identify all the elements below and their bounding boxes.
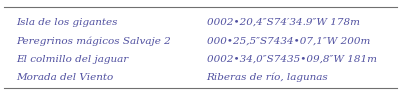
Text: 0002•34,0″S7435•09,8″W 181m: 0002•34,0″S7435•09,8″W 181m <box>207 55 377 64</box>
Text: 0002•20,4″S74′34.9″W 178m: 0002•20,4″S74′34.9″W 178m <box>207 18 360 27</box>
Text: El colmillo del jaguar: El colmillo del jaguar <box>16 55 128 64</box>
Text: Riberas de río, lagunas: Riberas de río, lagunas <box>207 72 328 82</box>
Text: 000•25,5″S7434•07,1″W 200m: 000•25,5″S7434•07,1″W 200m <box>207 37 370 46</box>
Text: Peregrinos mágicos Salvaje 2: Peregrinos mágicos Salvaje 2 <box>16 37 171 46</box>
Text: Morada del Viento: Morada del Viento <box>16 73 113 82</box>
Text: Isla de los gigantes: Isla de los gigantes <box>16 18 117 27</box>
